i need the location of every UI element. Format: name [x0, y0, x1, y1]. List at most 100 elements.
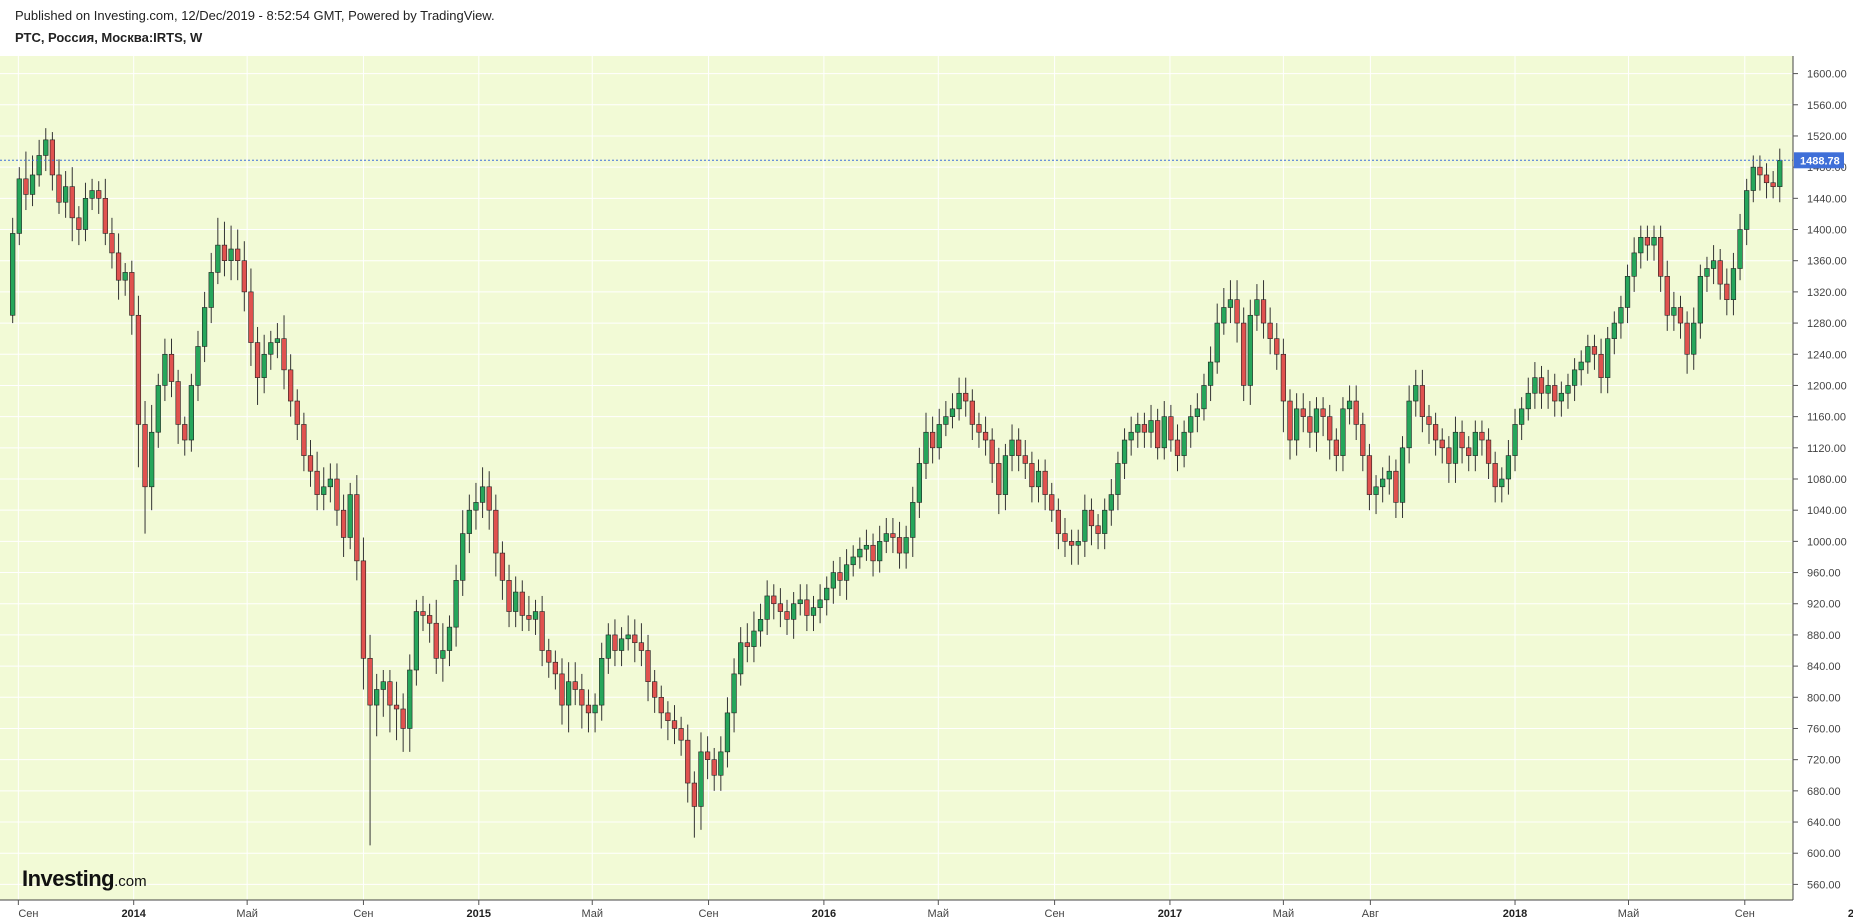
candle-body-down [1068, 541, 1075, 546]
candle [943, 401, 949, 437]
candle-body-down [665, 712, 671, 721]
candle [440, 623, 446, 682]
candle [764, 580, 770, 635]
candle [698, 732, 704, 830]
candle [1188, 404, 1194, 448]
candle [1313, 397, 1320, 452]
candle [526, 595, 532, 632]
y-tick-label: 1080.00 [1807, 474, 1847, 486]
candle [288, 354, 294, 417]
candle [129, 260, 135, 335]
candle-body-down [499, 552, 506, 581]
candle-body-up [162, 353, 168, 386]
candle-body-down [254, 342, 261, 378]
candle [996, 447, 1002, 515]
candle [1525, 377, 1531, 421]
candle-body-down [1088, 509, 1095, 527]
candle [638, 623, 645, 667]
candle [1552, 373, 1558, 417]
candle [43, 128, 49, 172]
candle-body-down [1049, 494, 1055, 511]
candle [784, 599, 790, 635]
candle [1571, 358, 1578, 402]
candle-body-down [433, 622, 439, 659]
candle [1386, 455, 1392, 495]
candle [1128, 416, 1134, 456]
candle-body-up [1413, 385, 1419, 402]
candle-body-up [850, 556, 856, 566]
candle-body-up [1128, 431, 1134, 441]
candle-body-up [149, 431, 155, 488]
candle [1631, 237, 1637, 292]
candle-body-up [903, 537, 909, 554]
candle [63, 171, 69, 218]
candle-body-down [102, 198, 108, 234]
candle-body-down [1360, 424, 1366, 456]
candle [1042, 459, 1048, 511]
candle-body-down [281, 338, 287, 371]
candle-body-up [883, 533, 889, 542]
candle [215, 217, 221, 285]
candle [1532, 362, 1538, 409]
candle-body-down [135, 314, 142, 425]
candle-body-down [221, 244, 228, 262]
candle [1088, 498, 1095, 546]
candle-body-down [519, 591, 525, 616]
candle-body-down [1664, 275, 1670, 316]
candle-body-down [1241, 322, 1247, 386]
candle [76, 206, 82, 246]
candle-body-up [1181, 431, 1187, 456]
candle [890, 517, 896, 554]
candle [1174, 424, 1181, 472]
candle [195, 330, 201, 402]
candle-body-up [1135, 424, 1141, 433]
y-tick-label: 840.00 [1807, 661, 1841, 673]
candle [82, 182, 89, 242]
candle [16, 167, 22, 246]
candle-body-down [506, 580, 512, 612]
candle-body-up [274, 338, 281, 343]
candle-body-up [1499, 478, 1505, 488]
candle-body-up [413, 611, 420, 671]
candle-body-up [1207, 361, 1214, 386]
candle [685, 724, 691, 803]
candle [843, 549, 850, 600]
candle [804, 584, 810, 632]
candle-body-up [1075, 541, 1081, 546]
candle [797, 584, 803, 616]
candle [115, 233, 122, 300]
candle [142, 401, 148, 534]
candle-body-down [989, 439, 995, 464]
candle [1406, 385, 1412, 464]
candle-body-down [235, 248, 241, 262]
candle-body-up [1313, 408, 1320, 433]
candle-body-down [367, 658, 373, 706]
candle-body-down [930, 431, 936, 449]
candle-body-up [1194, 408, 1200, 417]
candle-body-up [1558, 392, 1564, 402]
candle [830, 560, 836, 604]
candle-body-down [784, 611, 790, 620]
candle [10, 217, 16, 324]
y-tick-label: 600.00 [1807, 848, 1841, 860]
candle-body-up [943, 416, 949, 425]
candle-body-up [1505, 455, 1512, 480]
candle [1697, 264, 1703, 339]
candle-body-down [76, 217, 82, 230]
candle [771, 584, 777, 620]
candle [1141, 412, 1148, 448]
candle-body-down [1260, 299, 1267, 324]
y-tick-label: 1200.00 [1807, 380, 1847, 392]
candle-body-up [63, 186, 69, 203]
candle [1274, 323, 1280, 370]
candle [1638, 225, 1644, 269]
candle-body-up [1704, 268, 1710, 277]
candle-body-down [1042, 470, 1048, 495]
candle [817, 584, 823, 624]
y-tick-label: 1560.00 [1807, 100, 1847, 112]
candle-body-down [142, 424, 148, 488]
candle-body-up [374, 689, 380, 706]
candle [155, 373, 161, 448]
candle-body-down [546, 650, 552, 663]
